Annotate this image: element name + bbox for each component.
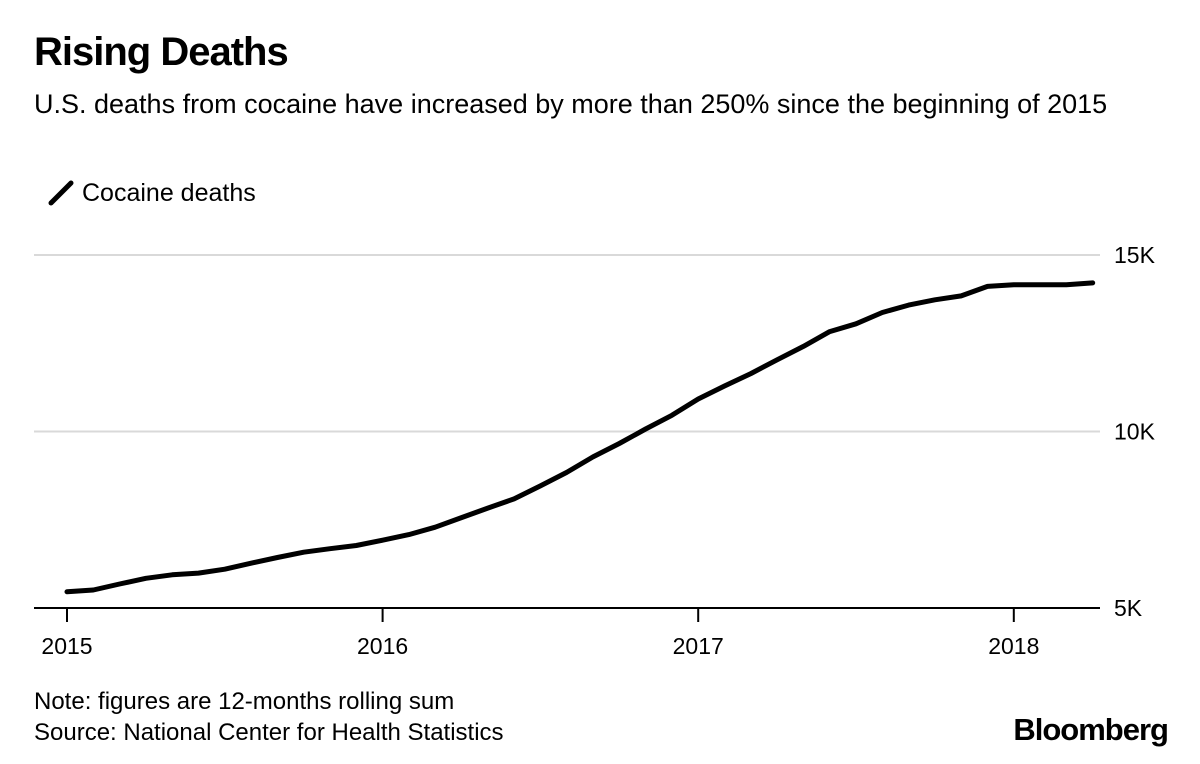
x-tick-label: 2017 [673, 633, 724, 659]
legend-line-icon [48, 180, 74, 206]
x-tick-label: 2016 [357, 633, 408, 659]
chart-subtitle: U.S. deaths from cocaine have increased … [34, 89, 1108, 119]
source-line: Source: National Center for Health Stati… [34, 719, 504, 746]
x-tick-label: 2018 [988, 633, 1039, 659]
series-line-cocaine-deaths [64, 280, 1096, 595]
y-tick-label: 15K [1114, 242, 1156, 268]
y-tick-label: 10K [1114, 419, 1156, 445]
x-tick-label: 2015 [41, 633, 92, 659]
chart-title: Rising Deaths [34, 30, 289, 74]
y-tick-label: 5K [1114, 595, 1143, 621]
footnote: Note: figures are 12-months rolling sum [34, 688, 455, 715]
bloomberg-logo: Bloomberg [1013, 712, 1169, 747]
legend: Cocaine deaths [48, 176, 256, 210]
footer-notes: Note: figures are 12-months rolling sum … [34, 686, 504, 748]
legend-label: Cocaine deaths [82, 178, 256, 207]
